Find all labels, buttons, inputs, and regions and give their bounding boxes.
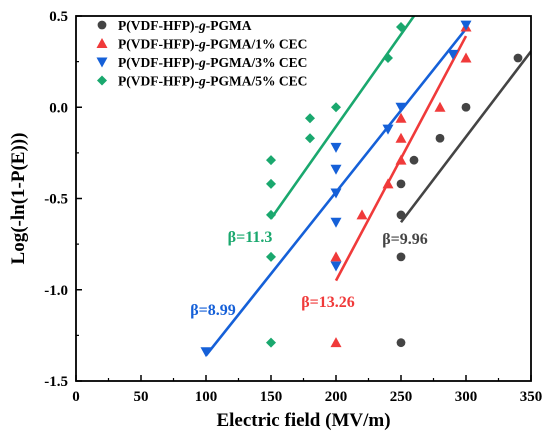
x-axis-title: Electric field (MV/m) — [216, 410, 390, 431]
data-point — [396, 210, 406, 220]
fit-line-pgma — [399, 49, 531, 224]
data-point — [356, 209, 368, 220]
data-point — [266, 337, 276, 348]
beta-label: β=9.96 — [382, 231, 428, 248]
data-point — [460, 20, 472, 31]
legend-entry: P(VDF-HFP)-g-PGMA — [97, 18, 252, 33]
data-point — [331, 102, 341, 113]
data-point — [513, 53, 523, 63]
x-tick-label: 200 — [325, 389, 348, 405]
legend-entry: P(VDF-HFP)-g-PGMA/1% CEC — [96, 37, 307, 52]
beta-label: β=8.99 — [190, 302, 236, 319]
x-tick-label: 300 — [455, 389, 478, 405]
data-point — [330, 337, 342, 348]
legend-label: P(VDF-HFP)-g-PGMA/1% CEC — [118, 37, 307, 52]
series-pgma — [396, 53, 523, 348]
y-axis-title: Log(-ln(1-P(E))) — [8, 133, 29, 265]
data-point — [395, 102, 407, 113]
data-point — [434, 101, 446, 112]
data-point — [383, 52, 393, 63]
data-point — [330, 188, 342, 199]
y-tick-label: -1.0 — [44, 283, 68, 299]
data-point — [305, 133, 315, 144]
plot-frame — [75, 15, 532, 382]
data-point — [330, 261, 342, 272]
data-point — [266, 251, 276, 262]
series-pgma-1cec — [330, 21, 472, 348]
data-point — [460, 52, 472, 63]
data-point — [409, 155, 419, 165]
data-point — [266, 178, 276, 189]
data-point — [461, 102, 471, 112]
legend-label: P(VDF-HFP)-g-PGMA/5% CEC — [118, 74, 307, 89]
x-tick-label: 150 — [260, 389, 283, 405]
data-point — [266, 209, 276, 220]
series-pgma-3cec — [200, 20, 472, 358]
legend-marker — [97, 75, 107, 86]
axes: 0 50 100 150 200 250 300 350 -1.5 -1.0 -0.5 0.0 0.5 — [44, 9, 542, 405]
beta-label: β=13.26 — [301, 294, 355, 311]
legend-label: P(VDF-HFP)-g-PGMA/3% CEC — [118, 55, 307, 70]
data-point — [395, 154, 407, 165]
x-tick-label: 250 — [390, 389, 413, 405]
data-point — [330, 164, 342, 175]
data-point — [382, 124, 394, 135]
data-point — [382, 178, 394, 189]
data-point — [330, 142, 342, 153]
y-tick-label: -0.5 — [44, 192, 68, 208]
x-tick-label: 50 — [134, 389, 149, 405]
data-point — [396, 21, 406, 32]
y-tick-label: 0.0 — [49, 100, 68, 116]
legend-marker — [96, 38, 108, 48]
data-point — [447, 49, 459, 60]
data-point — [330, 251, 342, 262]
legend-entry: P(VDF-HFP)-g-PGMA/5% CEC — [97, 74, 307, 89]
data-point — [396, 179, 406, 189]
data-point — [330, 217, 342, 228]
fit-line-pgma-5cec — [269, 16, 416, 220]
data-point — [395, 132, 407, 143]
data-point — [200, 347, 212, 358]
y-tick-label: -1.5 — [44, 374, 68, 390]
beta-labels: β=9.96 β=13.26 β=8.99 β=11.3 — [190, 229, 428, 319]
y-tick-label: 0.5 — [49, 9, 68, 25]
x-tick-label: 0 — [72, 389, 80, 405]
data-point — [396, 252, 406, 262]
legend-label: P(VDF-HFP)-g-PGMA — [118, 18, 252, 33]
data-point — [266, 155, 276, 166]
x-tick-label: 100 — [195, 389, 218, 405]
data-point — [396, 338, 406, 348]
data-point — [305, 113, 315, 124]
legend-entry: P(VDF-HFP)-g-PGMA/3% CEC — [96, 55, 307, 70]
legend-marker — [97, 20, 107, 30]
legend-marker — [96, 57, 108, 68]
legend: P(VDF-HFP)-g-PGMA P(VDF-HFP)-g-PGMA/1% CE… — [96, 18, 307, 89]
series-pgma-5cec — [266, 21, 406, 348]
data-point — [395, 112, 407, 123]
x-tick-label: 350 — [520, 389, 543, 405]
plot-area — [200, 16, 531, 358]
data-point — [435, 133, 445, 143]
beta-label: β=11.3 — [228, 229, 273, 246]
